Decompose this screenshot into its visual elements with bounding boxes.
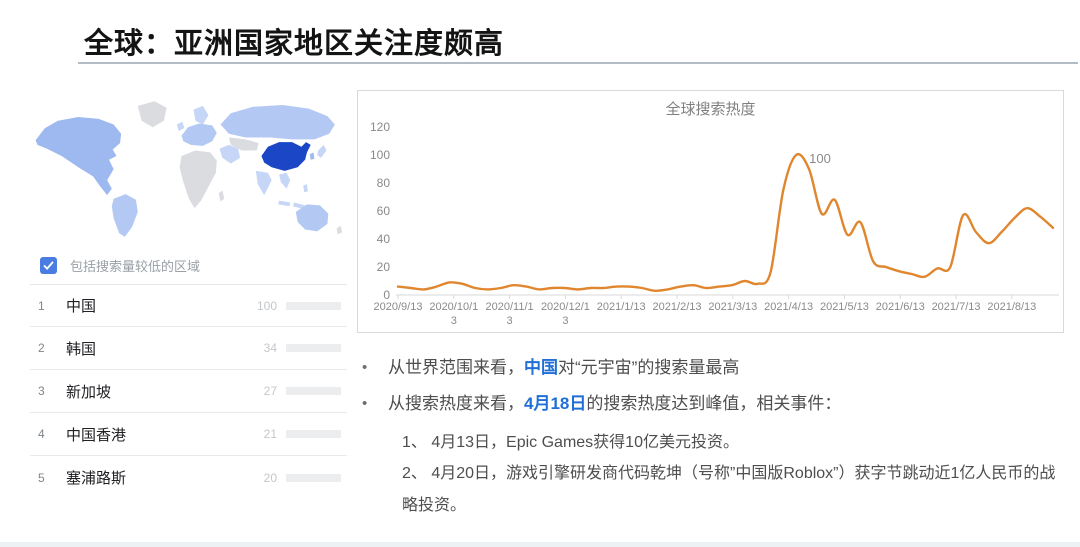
region-row-china[interactable]: 1 中国 100	[30, 284, 347, 327]
x-axis-label: 2020/10/13	[429, 301, 479, 327]
y-axis-label: 20	[377, 260, 391, 274]
x-axis-label: 2021/4/13	[764, 301, 814, 313]
region-value: 20	[263, 470, 277, 485]
region-rank: 5	[38, 470, 45, 485]
region-rank: 2	[38, 341, 45, 355]
bullet-suffix: 的搜索热度达到峰值，相关事件：	[586, 393, 842, 413]
region-name: 中国香港	[66, 426, 127, 444]
y-axis-label: 100	[370, 148, 390, 162]
region-rank: 3	[38, 384, 45, 398]
region-row-singapore[interactable]: 3 新加坡 27	[30, 370, 347, 413]
region-name: 塞浦路斯	[66, 470, 127, 487]
bullet-item: • 从搜索热度来看，4月18日的搜索热度达到峰值，相关事件：	[362, 392, 1064, 417]
map-north-america	[35, 117, 122, 196]
bullet-icon: •	[362, 359, 368, 376]
region-rank: 4	[38, 427, 45, 441]
bullet-suffix: 对“元宇宙”的搜索量最高	[558, 358, 740, 377]
region-value: 21	[263, 427, 277, 441]
map-southeast-asia	[279, 172, 291, 189]
x-axis-label: 2020/9/13	[373, 301, 423, 313]
region-bar	[286, 387, 341, 395]
region-row-cyprus[interactable]: 5 塞浦路斯 20	[30, 456, 347, 499]
event-item: 2、 4月20日，游戏引擎研发商代码乾坤（号称”中国版Roblox”）获字节跳动…	[402, 465, 1056, 514]
map-philippines	[303, 183, 308, 193]
map-china	[261, 142, 311, 171]
x-axis-label: 2021/2/13	[652, 301, 702, 313]
region-value: 100	[256, 298, 277, 313]
region-bar	[286, 430, 341, 438]
y-axis-label: 80	[377, 176, 391, 190]
map-uk	[176, 121, 185, 131]
region-name: 中国	[66, 298, 97, 315]
region-row-korea[interactable]: 2 韩国 34	[30, 327, 347, 370]
page-title: 全球：亚洲国家地区关注度颇高	[84, 28, 505, 60]
bullet-highlight: 中国	[524, 358, 558, 377]
bullet-text: 从搜索热度来看，4月18日的搜索热度达到峰值，相关事件：	[388, 392, 1064, 417]
map-japan	[317, 144, 327, 158]
region-name: 韩国	[66, 340, 97, 358]
bullet-icon: •	[362, 394, 368, 412]
map-central-asia	[228, 137, 259, 151]
x-axis-label: 2021/1/13	[596, 301, 646, 313]
map-new-zealand	[336, 225, 343, 235]
y-axis-label: 0	[383, 288, 390, 302]
x-axis-label: 2021/7/13	[931, 301, 981, 313]
world-map	[30, 92, 346, 248]
map-korea	[309, 152, 315, 160]
map-australia	[295, 204, 329, 232]
map-russia	[220, 104, 335, 140]
include-low-volume-row: 包括搜索量较低的区域	[40, 256, 200, 275]
bullet-text: 从世界范围来看，中国对“元宇宙”的搜索量最高	[388, 356, 1064, 381]
x-axis-label: 2020/11/13	[485, 301, 534, 327]
map-greenland	[137, 101, 167, 128]
region-value: 34	[263, 341, 277, 355]
x-axis-label: 2021/6/13	[875, 301, 925, 313]
y-axis-label: 120	[370, 120, 390, 134]
y-axis-label: 60	[377, 204, 391, 218]
region-name: 新加坡	[66, 383, 112, 401]
bullet-prefix: 从世界范围来看，	[388, 358, 524, 377]
map-madagascar	[218, 190, 225, 202]
map-india	[255, 170, 272, 196]
region-value: 27	[263, 384, 277, 398]
region-bar	[286, 344, 341, 352]
map-africa	[179, 150, 217, 209]
x-axis-label: 2021/5/13	[819, 301, 869, 313]
map-middle-east	[219, 144, 241, 164]
y-axis-label: 40	[377, 232, 391, 246]
x-axis-label: 2020/12/13	[540, 301, 590, 327]
chart-title: 全球搜索热度	[665, 101, 756, 118]
trend-line	[396, 152, 1055, 293]
bullet-item: • 从世界范围来看，中国对“元宇宙”的搜索量最高	[362, 356, 1064, 381]
x-axis-label: 2021/8/13	[987, 301, 1037, 313]
region-rank: 1	[38, 298, 45, 313]
bullet-highlight: 4月18日	[524, 393, 587, 413]
region-bar	[286, 473, 341, 482]
notes-section: • 从世界范围来看，中国对“元宇宙”的搜索量最高 • 从搜索热度来看，4月18日…	[362, 356, 1064, 521]
trend-line-chart: 120 100 80 60 40 20 0 100	[370, 120, 1059, 302]
region-bar	[286, 301, 341, 310]
map-south-america	[111, 194, 138, 237]
world-map-svg	[35, 101, 343, 237]
region-row-hongkong[interactable]: 4 中国香港 21	[30, 413, 347, 456]
map-europe	[181, 123, 217, 146]
bullet-prefix: 从搜索热度来看，	[388, 393, 524, 413]
checkbox-label: 包括搜索量较低的区域	[70, 259, 201, 274]
include-low-volume-checkbox[interactable]	[40, 257, 57, 274]
search-trend-chart-panel: 全球搜索热度 120 100 80 60 40 20 0 100 2020/9/13 2020/…	[357, 90, 1064, 333]
map-scandinavia	[193, 105, 209, 125]
checkmark-icon	[43, 261, 54, 270]
map-indonesia-east	[293, 202, 306, 210]
event-list: 1、 4月13日，Epic Games获得10亿美元投资。 2、 4月20日，游…	[402, 427, 1062, 521]
region-ranking-list: 1 中国 100 2 韩国 34 3 新加坡 27 4 中国香港 21 5 塞浦…	[30, 284, 347, 499]
title-underline	[78, 62, 1078, 64]
map-indonesia-west	[278, 200, 291, 207]
event-item: 1、 4月13日，Epic Games获得10亿美元投资。	[402, 434, 739, 452]
x-axis-label: 2021/3/13	[708, 301, 758, 313]
peak-value-label: 100	[809, 151, 831, 166]
